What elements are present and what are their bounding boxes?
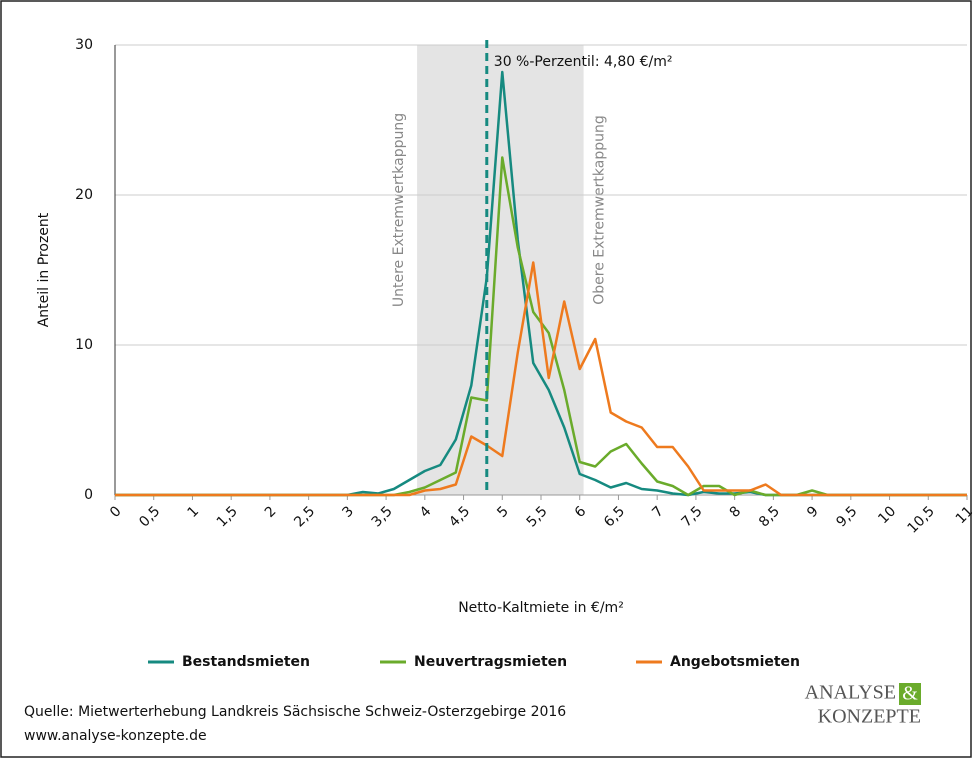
x-tick-label: 8 — [727, 503, 745, 521]
x-tick-label: 5,5 — [524, 503, 551, 530]
x-tick-label: 3,5 — [369, 503, 396, 530]
x-axis-label: Netto-Kaltmiete in €/m² — [458, 600, 624, 616]
y-tick-label: 10 — [75, 337, 93, 353]
series-line — [115, 261, 967, 497]
x-tick-label: 0,5 — [136, 503, 163, 530]
logo-box — [899, 683, 921, 705]
y-axis-label: Anteil in Prozent — [36, 212, 52, 327]
x-tick-label: 2,5 — [291, 503, 318, 530]
x-tick-label: 6,5 — [601, 503, 628, 530]
y-tick-label: 0 — [84, 487, 93, 503]
x-tick-label: 7 — [649, 503, 667, 521]
x-tick-label: 1,5 — [214, 503, 241, 530]
logo-amp: & — [902, 683, 918, 705]
url: www.analyse-konzepte.de — [24, 728, 207, 744]
logo-text: ANALYSE — [805, 682, 896, 704]
band-label: Obere Extremwertkappung — [592, 115, 608, 305]
x-tick-label: 4,5 — [446, 503, 473, 530]
x-tick-label: 11 — [953, 503, 972, 527]
legend-label: Neuvertragsmieten — [414, 654, 567, 670]
extreme-band — [417, 45, 584, 495]
logo-text: KONZEPTE — [818, 706, 921, 728]
x-tick-label: 9,5 — [833, 503, 860, 530]
source: Quelle: Mietwerterhebung Landkreis Sächs… — [24, 704, 566, 720]
band-label: Untere Extremwertkappung — [391, 113, 407, 307]
x-tick-label: 3 — [339, 503, 357, 521]
x-tick-label: 2 — [262, 503, 280, 521]
legend-label: Angebotsmieten — [670, 654, 800, 670]
x-tick-label: 10 — [875, 503, 899, 527]
percentile-label: 30 %-Perzentil: 4,80 €/m² — [494, 54, 673, 70]
y-tick-label: 30 — [75, 37, 93, 53]
x-tick-label: 8,5 — [756, 503, 783, 530]
x-tick-label: 5 — [494, 503, 512, 521]
x-tick-label: 9 — [804, 503, 822, 521]
x-tick-label: 0 — [107, 503, 125, 521]
x-tick-label: 7,5 — [679, 503, 706, 530]
legend-label: Bestandsmieten — [182, 654, 310, 670]
x-tick-label: 10,5 — [905, 503, 938, 536]
y-tick-label: 20 — [75, 187, 93, 203]
x-tick-label: 6 — [572, 503, 590, 521]
x-tick-label: 1 — [184, 503, 202, 521]
x-tick-label: 4 — [417, 503, 435, 521]
